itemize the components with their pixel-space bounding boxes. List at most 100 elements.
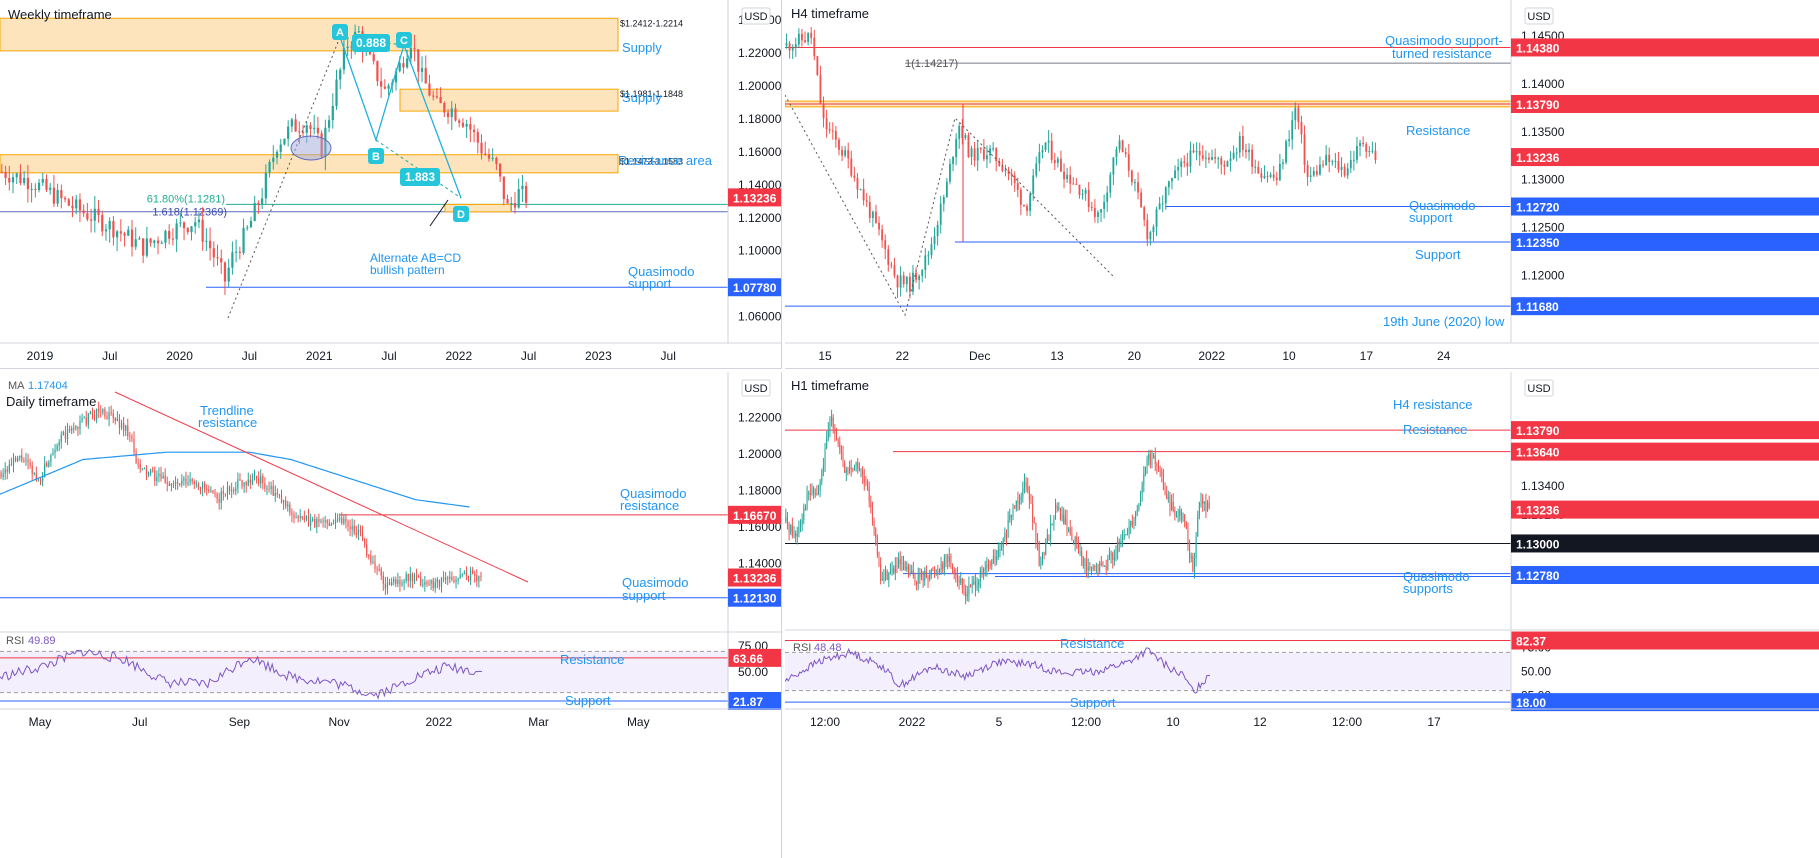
h4-candle — [862, 188, 865, 201]
h1-candle — [968, 584, 970, 595]
h1-candle — [896, 565, 898, 568]
daily-candle — [403, 581, 405, 584]
h4-candle — [794, 44, 797, 48]
weekly-candle — [138, 238, 141, 240]
h4-candle — [1032, 175, 1035, 195]
h1-candle — [1027, 486, 1029, 491]
daily-candle — [301, 516, 303, 519]
daily-candle — [181, 480, 183, 485]
x-tick-label: 2019 — [27, 349, 54, 363]
h1-candle — [1014, 507, 1016, 509]
h1-candle — [1192, 556, 1194, 572]
weekly-candle — [34, 189, 37, 191]
h1-candle — [808, 492, 810, 494]
weekly-candle — [264, 172, 267, 199]
h4-candle — [1346, 168, 1349, 176]
h4-candle — [924, 255, 927, 270]
daily-candle — [100, 411, 102, 413]
currency-badge — [741, 379, 771, 397]
level-label: Quasimodo — [622, 575, 688, 590]
h4-candle — [930, 244, 933, 256]
h4-candle — [807, 32, 810, 43]
ma-label: MA — [8, 380, 25, 392]
y-tick-label: 1.10000 — [738, 244, 781, 258]
h1-candle — [1141, 484, 1143, 494]
rsi-tag: 63.66 — [733, 652, 763, 666]
y-tick-label: 1.18000 — [738, 484, 781, 498]
h4-candle — [1374, 150, 1377, 160]
h4-candle — [1319, 164, 1321, 175]
h1-candle — [886, 570, 888, 581]
h4-candle — [1019, 189, 1022, 205]
h4-candle — [1121, 140, 1124, 153]
weekly-candle — [413, 48, 416, 50]
daily-candle — [445, 577, 447, 580]
daily-candle — [347, 521, 349, 527]
daily-candle — [474, 573, 476, 576]
chart-title: H4 timeframe — [791, 6, 869, 21]
harmonic-legs — [785, 94, 1116, 317]
h1-candle — [950, 555, 952, 566]
h4-candle — [933, 236, 936, 245]
rsi-line — [0, 649, 483, 700]
h1-candle — [979, 570, 981, 582]
daily-candle — [299, 516, 301, 519]
h1-candle — [1048, 534, 1050, 539]
daily-candle — [166, 482, 168, 484]
h1-candle — [929, 575, 931, 581]
h4-candle — [816, 56, 819, 76]
h1-candle — [1045, 542, 1047, 556]
weekly-candle — [123, 233, 126, 236]
daily-candle — [322, 520, 324, 522]
daily-candle — [33, 473, 35, 475]
weekly-candle — [130, 229, 134, 247]
weekly-candle — [19, 173, 22, 184]
pattern-point-b: B — [372, 151, 380, 163]
rsi-resistance-label: Resistance — [560, 652, 624, 667]
daily-candle — [467, 575, 470, 580]
h4-candle — [986, 155, 988, 160]
zone-range-text: $1.1473-1.1583 — [620, 157, 683, 167]
weekly-candle — [208, 240, 212, 249]
h1-candle — [1161, 471, 1163, 476]
h4-candle — [1362, 142, 1365, 145]
h4-candle — [1285, 141, 1287, 163]
h1-candle — [1146, 459, 1148, 467]
daily-candle — [438, 579, 441, 587]
trendline — [114, 391, 529, 583]
supply-zone — [0, 17, 619, 52]
x-tick-label: 15 — [818, 349, 832, 363]
rsi-band — [785, 652, 1511, 691]
h4-candle — [1112, 157, 1115, 175]
h4-candle — [834, 131, 837, 140]
currency-label: USD — [1527, 11, 1550, 23]
level-label: Quasimodo — [1409, 198, 1475, 213]
daily-candle — [212, 490, 214, 493]
h4-candle — [1312, 171, 1315, 176]
x-tick-label: 17 — [1427, 715, 1441, 729]
h4-candle — [1352, 159, 1355, 161]
h1-candle — [991, 560, 993, 566]
zone-range-text: $1.2412-1.2214 — [620, 18, 683, 28]
h1-candle — [945, 557, 947, 561]
h1-candle — [961, 578, 963, 588]
price-tag-bg — [728, 278, 781, 297]
daily-candle — [274, 492, 276, 496]
h4-candle — [1282, 162, 1284, 164]
weekly-candle — [26, 177, 30, 190]
h1-candle — [1081, 551, 1083, 558]
daily-candle — [66, 429, 69, 440]
weekly-candle — [275, 151, 279, 158]
daily-candle — [143, 468, 146, 470]
daily-candle — [386, 582, 389, 589]
h4-candle — [1325, 154, 1328, 166]
h4-candle — [819, 75, 822, 104]
x-tick-label: 2022 — [1198, 349, 1225, 363]
weekly-candle — [216, 257, 219, 259]
daily-candle — [278, 494, 281, 496]
daily-candle — [366, 544, 368, 556]
h1-candle — [791, 525, 793, 536]
h1-candle — [984, 568, 986, 570]
h1-candle — [822, 465, 824, 471]
h4-candle — [964, 135, 967, 139]
